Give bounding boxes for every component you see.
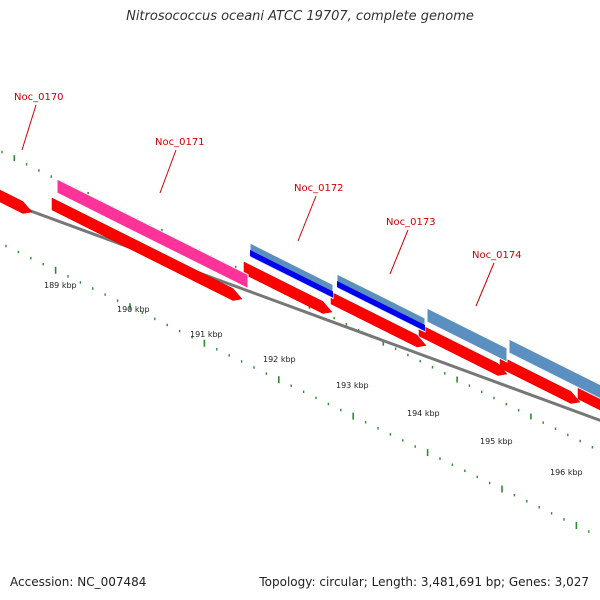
colored-cds-track: [56, 178, 600, 400]
scale-label-195-kbp: 195 kbp: [480, 437, 513, 446]
red-cds-track: [0, 189, 600, 411]
gene-leader-line: [297, 195, 317, 242]
gene-leader-line: [159, 149, 177, 194]
gene-leader-line: [475, 262, 495, 307]
scale-label-193-kbp: 193 kbp: [336, 381, 369, 390]
red-cds-4: [330, 291, 427, 348]
scale-label-196-kbp: 196 kbp: [550, 468, 583, 477]
colored-cds-4: [426, 307, 508, 363]
genome-title: Nitrosococcus oceani ATCC 19707, complet…: [126, 9, 474, 24]
scale-label-194-kbp: 194 kbp: [407, 409, 440, 418]
red-cds-2: [51, 197, 243, 301]
colored-cds-5: [508, 338, 600, 400]
gene-leader-line: [389, 229, 409, 275]
blue-cds-band-2: [337, 281, 425, 331]
blue-cds-band-1: [250, 250, 333, 298]
scale-label-190-kbp: 190 kbp: [117, 305, 150, 314]
red-cds-7: [577, 386, 600, 411]
red-cds-1: [0, 189, 33, 214]
backbone-line: [0, 198, 600, 422]
gene-label-noc-0174: Noc_0174: [472, 250, 522, 261]
scale-label-189-kbp: 189 kbp: [44, 281, 77, 290]
accession-text: Accession: NC_007484: [10, 575, 147, 589]
gene-label-noc-0171: Noc_0171: [155, 137, 205, 148]
topology-summary: Topology: circular; Length: 3,481,691 bp…: [259, 575, 589, 589]
gene-leader-line: [21, 104, 37, 151]
colored-cds-1: [56, 178, 249, 290]
scale-label-192-kbp: 192 kbp: [263, 355, 296, 364]
scale-label-group: 189 kbp 190 kbp 191 kbp 192 kbp 193 kbp 194 k…: [44, 281, 583, 477]
red-cds-5: [418, 323, 508, 376]
gene-label-noc-0172: Noc_0172: [294, 183, 344, 194]
red-cds-6: [499, 355, 581, 404]
gene-label-group: Noc_0170 Noc_0171 Noc_0172 Noc_0173 Noc_0174: [14, 92, 522, 307]
gene-label-noc-0173: Noc_0173: [386, 217, 436, 228]
inner-tick-row: [5, 244, 590, 533]
genome-backbone: [0, 198, 600, 422]
scale-label-191-kbp: 191 kbp: [190, 330, 223, 339]
gene-label-noc-0170: Noc_0170: [14, 92, 64, 103]
